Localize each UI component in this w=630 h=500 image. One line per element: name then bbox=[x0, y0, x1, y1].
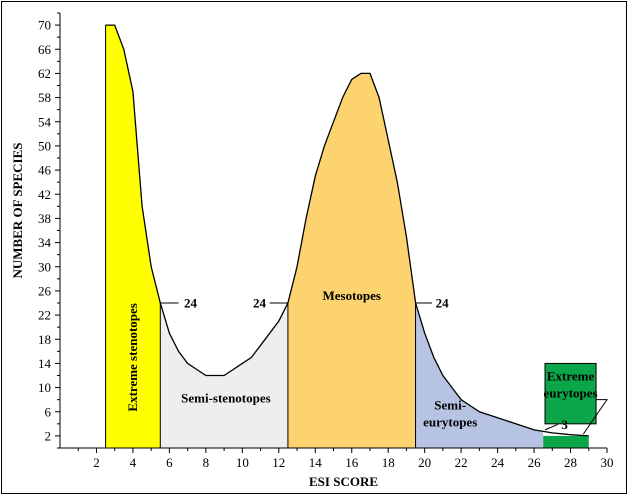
species-curve bbox=[105, 24, 589, 437]
x-tick-label: 14 bbox=[309, 455, 323, 470]
callout-value-mesotopes-right: 24 bbox=[436, 296, 450, 311]
x-tick-label: 28 bbox=[564, 455, 577, 470]
y-tick-label: 54 bbox=[38, 114, 52, 129]
x-tick-label: 10 bbox=[236, 455, 249, 470]
x-tick-label: 26 bbox=[528, 455, 542, 470]
zone-area-extreme-stenotopes bbox=[105, 25, 161, 448]
y-tick-label: 6 bbox=[45, 404, 52, 419]
esi-area-chart: 2 4 6 8 10 12 14 16 18 20 22 24 26 28 3026101418222630… bbox=[10, 12, 614, 489]
zone-label-semi-stenotopes: Semi-stenotopes bbox=[181, 391, 271, 406]
y-tick-label: 50 bbox=[38, 138, 51, 153]
y-tick-label: 2 bbox=[45, 428, 52, 443]
y-tick-label: 22 bbox=[38, 308, 51, 323]
y-tick-label: 14 bbox=[38, 356, 52, 371]
y-tick-label: 42 bbox=[38, 187, 51, 202]
extreme-eurytopes-box bbox=[544, 362, 597, 425]
callout-value-stenotopes-boundary: 24 bbox=[184, 296, 198, 311]
y-tick-label: 18 bbox=[38, 332, 51, 347]
zone-label-semi-eurytopes: Semi-eurytopes bbox=[423, 397, 477, 429]
zone-area-semi-eurytopes bbox=[415, 303, 544, 448]
y-tick-label: 66 bbox=[38, 42, 52, 57]
x-tick-label: 4 bbox=[130, 455, 137, 470]
x-tick-label: 22 bbox=[455, 455, 468, 470]
x-tick-label: 6 bbox=[166, 455, 173, 470]
y-tick-label: 34 bbox=[38, 235, 52, 250]
zone-label-mesotopes: Mesotopes bbox=[322, 288, 381, 303]
y-tick-label: 10 bbox=[38, 380, 51, 395]
y-tick-label: 46 bbox=[38, 163, 52, 178]
x-tick-label: 18 bbox=[382, 455, 395, 470]
y-tick-label: 38 bbox=[38, 211, 51, 226]
zone-area-mesotopes bbox=[287, 73, 416, 449]
zone-area-extreme-eurytopes bbox=[543, 435, 589, 448]
x-tick-label: 24 bbox=[491, 455, 505, 470]
y-tick-label: 58 bbox=[38, 90, 51, 105]
x-tick-label: 12 bbox=[272, 455, 285, 470]
x-tick-label: 20 bbox=[418, 455, 431, 470]
callout-leader bbox=[544, 423, 558, 431]
zone-label-extreme-eurytopes: Extreme eurytopes bbox=[543, 368, 597, 400]
y-tick-label: 26 bbox=[38, 283, 52, 298]
callout-value-mesotopes-left: 24 bbox=[253, 296, 267, 311]
y-axis-title: NUMBER OF SPECIES bbox=[10, 142, 25, 278]
eurytopes-pointer-line bbox=[582, 399, 608, 435]
x-tick-label: 30 bbox=[601, 455, 614, 470]
zone-label-extreme-stenotopes: Extreme stenotopes bbox=[125, 303, 140, 411]
y-tick-label: 70 bbox=[38, 18, 51, 33]
chart-frame: 2 4 6 8 10 12 14 16 18 20 22 24 26 28 30 2 6 10 14 18 22 26 30… bbox=[1, 1, 627, 494]
x-tick-label: 16 bbox=[345, 455, 359, 470]
x-axis-title: ESI SCORE bbox=[309, 474, 378, 489]
y-tick-label: 62 bbox=[38, 66, 51, 81]
callout-value-eurytopes-boundary: 3 bbox=[561, 417, 568, 432]
x-tick-label: 8 bbox=[203, 455, 210, 470]
y-tick-label: 30 bbox=[38, 259, 51, 274]
x-tick-label: 2 bbox=[93, 455, 100, 470]
